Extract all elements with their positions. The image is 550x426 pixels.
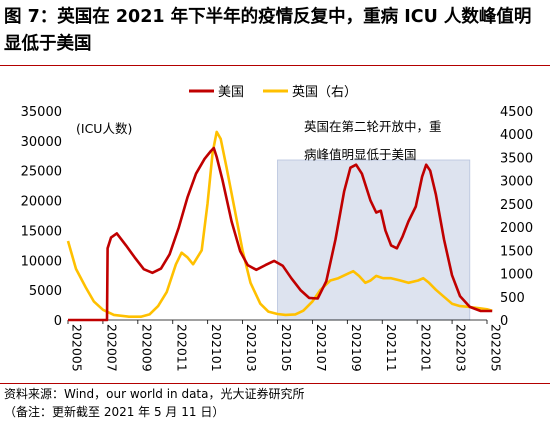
source-note: 资料来源：Wind，our world in data，光大证券研究所 bbox=[4, 387, 305, 401]
annotation-line-1: 英国在第二轮开放中，重 bbox=[304, 119, 442, 134]
y-left-tick-label: 5000 bbox=[29, 284, 62, 299]
y-right-tick-label: 4500 bbox=[500, 105, 533, 120]
open-period-shade bbox=[277, 159, 471, 321]
y-right-tick-label: 3500 bbox=[500, 151, 533, 166]
x-tick-label: 202109 bbox=[349, 324, 364, 372]
y-right-tick-label: 4000 bbox=[500, 128, 533, 143]
y-left-tick-label: 35000 bbox=[21, 105, 62, 120]
series-line-uk bbox=[66, 130, 493, 318]
y-left-tick-label: 30000 bbox=[21, 135, 62, 150]
y-right-tick-labels: 0 500 1000 1500 2000 2500 3000 3500 4000 4500 bbox=[500, 105, 533, 329]
y-right-tick-label: 2500 bbox=[500, 198, 533, 213]
x-tick-label: 202107 bbox=[314, 324, 329, 372]
y-right-tick-label: 2000 bbox=[500, 221, 533, 236]
x-tick-label: 202101 bbox=[209, 324, 224, 372]
legend-label-uk: 英国（右） bbox=[292, 85, 357, 100]
x-tick-label: 202005 bbox=[70, 324, 85, 372]
y-right-tick-label: 0 bbox=[500, 314, 508, 329]
annotation-line-2: 病峰值明显低于美国 bbox=[304, 147, 417, 162]
x-tick-label: 202111 bbox=[384, 324, 399, 372]
x-tick-label: 202203 bbox=[454, 324, 469, 372]
legend-label-us: 美国 bbox=[218, 85, 244, 100]
legend: 美国 英国（右） bbox=[189, 85, 357, 100]
x-tick-label: 202201 bbox=[419, 324, 434, 372]
left-axis-note: (ICU人数) bbox=[76, 121, 132, 136]
y-left-tick-label: 25000 bbox=[21, 165, 62, 180]
update-note: （备注：更新截至 2021 年 5 月 11 日） bbox=[4, 405, 225, 419]
x-tick-label: 202011 bbox=[174, 324, 189, 372]
x-tick-label: 202205 bbox=[489, 324, 504, 372]
x-tick-label: 202007 bbox=[104, 324, 119, 372]
y-right-tick-label: 1500 bbox=[500, 244, 533, 259]
y-left-tick-label: 0 bbox=[54, 314, 62, 329]
y-left-tick-label: 10000 bbox=[21, 254, 62, 269]
title-rule bbox=[0, 65, 550, 66]
y-left-tick-label: 15000 bbox=[21, 224, 62, 239]
y-right-tick-label: 1000 bbox=[500, 268, 533, 283]
x-tick-labels: 202005 202007 202009 202011 202101 202103 2021… bbox=[67, 320, 504, 372]
icu-line-chart: 0 5000 10000 15000 20000 25000 30000 35000 0 500… bbox=[21, 85, 533, 372]
y-left-tick-label: 20000 bbox=[21, 195, 62, 210]
series-line-us bbox=[68, 146, 493, 322]
y-right-tick-label: 500 bbox=[500, 291, 525, 306]
y-left-tick-labels: 0 5000 10000 15000 20000 25000 30000 35000 bbox=[21, 105, 62, 329]
x-tick-label: 202009 bbox=[139, 324, 154, 372]
y-right-tick-label: 3000 bbox=[500, 175, 533, 190]
x-tick-label: 202105 bbox=[279, 324, 294, 372]
figure-title: 图 7：英国在 2021 年下半年的疫情反复中，重病 ICU 人数峰值明显低于美… bbox=[4, 7, 532, 54]
x-tick-label: 202103 bbox=[244, 324, 259, 372]
footer-rule bbox=[0, 383, 550, 384]
